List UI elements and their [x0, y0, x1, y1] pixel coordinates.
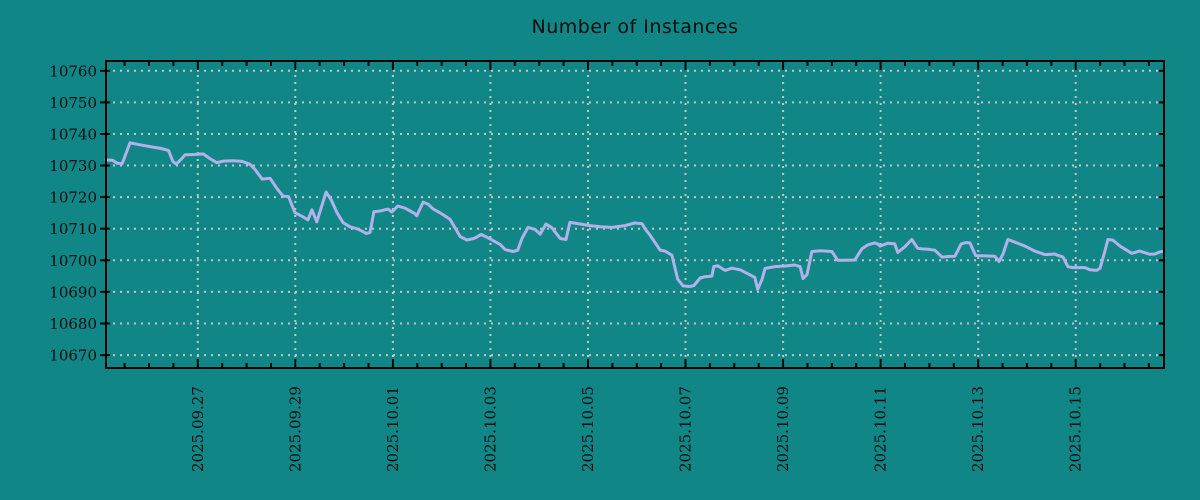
plot-border [105, 60, 1165, 369]
svg-text:2025.09.29: 2025.09.29 [286, 386, 304, 472]
svg-text:10680: 10680 [49, 315, 97, 333]
chart-title: Number of Instances [531, 16, 739, 38]
svg-text:10670: 10670 [49, 347, 97, 365]
svg-text:2025.09.27: 2025.09.27 [189, 386, 207, 472]
svg-text:10720: 10720 [49, 189, 97, 207]
svg-text:2025.10.15: 2025.10.15 [1067, 386, 1085, 472]
svg-text:10760: 10760 [49, 62, 97, 80]
svg-text:10710: 10710 [49, 220, 97, 238]
data-line-instances [104, 141, 1164, 291]
svg-text:2025.10.05: 2025.10.05 [579, 386, 597, 472]
x-axis-labels: 2025.09.27 2025.09.29 2025.10.01 2025.10.03… [189, 386, 1085, 472]
gridlines-and-ticks [100, 61, 1165, 368]
svg-text:10730: 10730 [49, 157, 97, 175]
svg-text:10740: 10740 [49, 126, 97, 144]
svg-text:2025.10.07: 2025.10.07 [677, 386, 695, 472]
svg-text:2025.10.03: 2025.10.03 [481, 386, 499, 472]
svg-text:2025.10.01: 2025.10.01 [384, 386, 402, 472]
svg-text:2025.10.13: 2025.10.13 [969, 386, 987, 472]
svg-text:10700: 10700 [49, 252, 97, 270]
svg-text:2025.10.09: 2025.10.09 [774, 386, 792, 472]
svg-text:10750: 10750 [49, 94, 97, 112]
svg-text:2025.10.11: 2025.10.11 [872, 386, 890, 472]
y-axis-labels: 10670 10680 10690 10700 10710 10720 10730 10740… [49, 62, 97, 364]
svg-text:10690: 10690 [49, 283, 97, 301]
